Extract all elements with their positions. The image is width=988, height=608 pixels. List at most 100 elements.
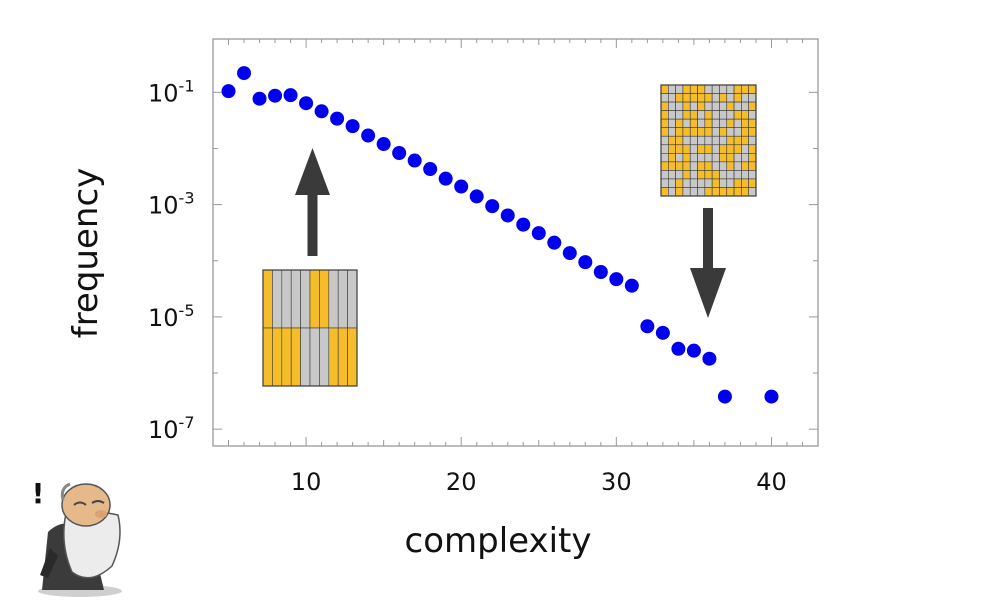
- pattern-cell: [328, 327, 339, 387]
- pattern-cell: [741, 178, 749, 188]
- pattern-cell: [719, 187, 728, 197]
- data-point: [671, 341, 686, 356]
- pattern-cell: [682, 153, 691, 163]
- pattern-cell: [689, 144, 698, 154]
- pattern-cell: [711, 187, 720, 197]
- pattern-cell: [660, 101, 669, 111]
- y-tick-label: 10-5: [148, 301, 195, 332]
- pattern-cell: [711, 144, 720, 154]
- pattern-cell: [319, 269, 330, 329]
- pattern-cell: [668, 144, 676, 154]
- pattern-cell: [668, 178, 676, 188]
- pattern-cell: [733, 178, 742, 188]
- pattern-cell: [719, 93, 728, 103]
- pattern-cell: [337, 269, 348, 329]
- pattern-cell: [300, 327, 311, 387]
- ticks-layer: [213, 39, 818, 446]
- pattern-cell: [668, 84, 676, 94]
- pattern-cell: [660, 110, 669, 120]
- data-point: [423, 162, 438, 177]
- pattern-cell: [697, 93, 706, 103]
- data-point: [299, 96, 314, 111]
- pattern-cell: [697, 170, 706, 180]
- pattern-cell: [711, 170, 720, 180]
- pattern-cell: [704, 144, 713, 154]
- pattern-cell: [675, 101, 684, 111]
- pattern-cell: [689, 187, 698, 197]
- data-point: [686, 343, 701, 358]
- y-tick-label: 10-1: [148, 76, 195, 107]
- pattern-cell: [682, 187, 691, 197]
- pattern-cell: [748, 135, 757, 146]
- pattern-cell: [675, 170, 684, 180]
- pattern-cell: [689, 110, 698, 120]
- pattern-cell: [726, 161, 735, 171]
- pattern-cell: [733, 170, 742, 180]
- pattern-cell: [689, 84, 698, 94]
- pattern-cell: [319, 327, 330, 387]
- pattern-cell: [682, 101, 691, 111]
- plot-frame: [212, 38, 819, 447]
- pattern-cell: [689, 170, 698, 180]
- data-point: [392, 146, 407, 161]
- data-point: [237, 66, 252, 81]
- pattern-cell: [741, 144, 749, 154]
- pattern-cell: [719, 110, 728, 120]
- pattern-cell: [704, 93, 713, 103]
- data-point: [485, 199, 500, 214]
- pattern-cell: [689, 93, 698, 103]
- pattern-cell: [704, 127, 713, 137]
- pattern-cell: [660, 170, 669, 180]
- thinking-man-illustration: !: [32, 477, 122, 597]
- pattern-cell: [733, 110, 742, 120]
- pattern-cell: [719, 101, 728, 111]
- pattern-cell: [290, 269, 301, 329]
- pattern-cell: [675, 93, 684, 103]
- pattern-cell: [741, 84, 749, 94]
- pattern-cell: [726, 187, 735, 197]
- pattern-cell: [668, 127, 676, 137]
- pattern-cell: [719, 118, 728, 128]
- pattern-cell: [733, 153, 742, 163]
- pattern-cell: [748, 170, 757, 180]
- pattern-cell: [682, 170, 691, 180]
- pattern-cell: [682, 161, 691, 171]
- pattern-cell: [704, 153, 713, 163]
- pattern-cell: [347, 269, 358, 329]
- pattern-cell: [726, 127, 735, 137]
- data-point: [562, 246, 577, 261]
- pattern-cell: [704, 187, 713, 197]
- data-point: [407, 153, 422, 168]
- pattern-cell: [711, 153, 720, 163]
- y-axis-label: frequency: [66, 168, 106, 339]
- pattern-cell: [668, 170, 676, 180]
- pattern-cell: [668, 135, 676, 146]
- pattern-cell: [689, 153, 698, 163]
- pattern-cell: [272, 269, 283, 329]
- data-point: [593, 265, 608, 280]
- pattern-cell: [675, 178, 684, 188]
- pattern-cell: [309, 269, 320, 329]
- data-point: [252, 91, 267, 106]
- pattern-cell: [741, 110, 749, 120]
- pattern-cell: [704, 170, 713, 180]
- pattern-cell: [675, 153, 684, 163]
- data-points: [221, 66, 779, 404]
- pattern-cell: [347, 327, 358, 387]
- pattern-cell: [704, 101, 713, 111]
- pattern-cell: [748, 187, 757, 197]
- pattern-cell: [733, 135, 742, 146]
- x-axis-label: complexity: [405, 521, 592, 561]
- data-point: [330, 111, 345, 126]
- pattern-cell: [741, 187, 749, 197]
- pattern-cell: [660, 161, 669, 171]
- pattern-cell: [281, 269, 292, 329]
- data-point: [221, 84, 236, 99]
- data-point: [516, 217, 531, 232]
- pattern-cell: [741, 101, 749, 111]
- pattern-cell: [719, 178, 728, 188]
- data-point: [547, 235, 562, 250]
- pattern-cell: [741, 93, 749, 103]
- x-tick-label: 20: [446, 468, 477, 496]
